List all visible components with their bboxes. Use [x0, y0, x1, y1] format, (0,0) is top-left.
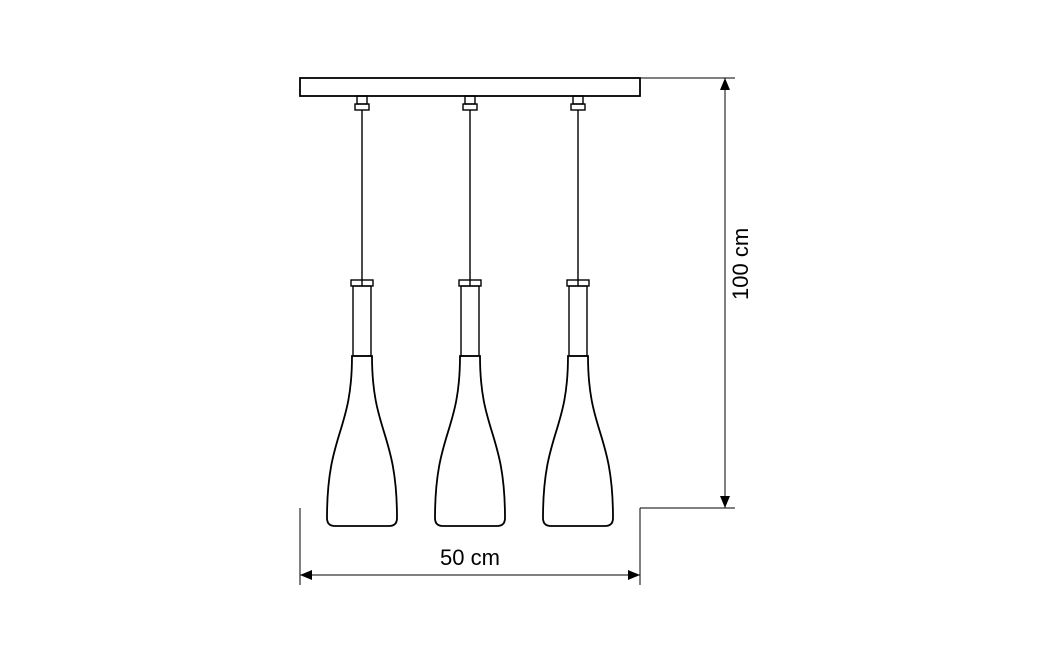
dimension-height: 100 cm: [640, 78, 753, 508]
dimension-width: 50 cm: [300, 508, 640, 585]
pendant-1: [327, 96, 397, 526]
dimension-width-label: 50 cm: [440, 545, 500, 570]
pendant-3: [543, 96, 613, 526]
canopy: [300, 78, 640, 96]
pendant-lamp-dimension-diagram: 50 cm 100 cm: [0, 0, 1040, 648]
pendant-2: [435, 96, 505, 526]
dimension-height-label: 100 cm: [728, 228, 753, 300]
